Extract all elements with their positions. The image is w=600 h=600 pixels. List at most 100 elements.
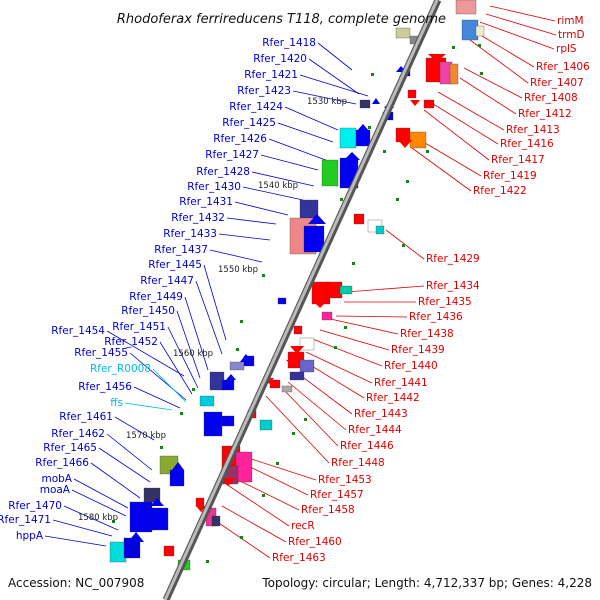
feature-marker [180, 412, 183, 415]
gene-label: Rfer_1412 [518, 108, 572, 120]
gene-label: Rfer_1465 [43, 442, 97, 454]
minus-arrow [290, 346, 304, 354]
gene-label: Rfer_1422 [473, 185, 527, 197]
leader-line [268, 138, 332, 163]
minus-feature [461, 19, 479, 41]
leader-line [167, 326, 199, 389]
minus-feature [163, 545, 175, 557]
leader-line [52, 519, 113, 537]
feature-marker [206, 560, 209, 563]
gene-label: rimM [557, 15, 584, 27]
gene-label: Rfer_1458 [301, 504, 355, 516]
gene-label: Rfer_1438 [400, 328, 454, 340]
plus-arrow [372, 98, 380, 104]
feature-marker [340, 198, 343, 201]
plus-feature [229, 361, 245, 371]
feature-marker [402, 244, 405, 247]
gene-label: Rfer_1470 [8, 500, 62, 512]
leader-line [309, 337, 383, 367]
leader-line [106, 433, 153, 471]
minus-feature [449, 63, 459, 85]
leader-line [308, 58, 360, 95]
leader-line [459, 77, 517, 115]
plus-arrow [150, 498, 164, 506]
leader-line [152, 368, 187, 403]
gene-label: Rfer_1421 [244, 69, 298, 81]
leader-line [411, 147, 472, 192]
gene-label: Rfer_1439 [391, 344, 445, 356]
gene-label: Rfer_1471 [0, 514, 51, 526]
gene-label: Rfer_1425 [222, 117, 276, 129]
minus-feature [211, 515, 221, 527]
leader-line [73, 478, 129, 509]
minus-feature [423, 99, 435, 109]
leader-line [429, 101, 499, 145]
plus-feature [203, 411, 223, 437]
leader-line [260, 154, 319, 171]
topology-text: Topology: circular; Length: 4,712,337 bp… [261, 576, 592, 590]
kbp-layer: 1530 kbp 1540 kbp 1550 kbp 1560 kbp 1570 kbp… [78, 97, 347, 523]
leader-line [195, 280, 223, 355]
gene-label: Rfer_1455 [74, 347, 128, 359]
leader-line [335, 315, 408, 318]
gene-label: Rfer_R0008 [90, 363, 151, 375]
minus-arrow [410, 100, 420, 106]
gene-label: Rfer_1418 [262, 37, 316, 49]
gene-label: Rfer_1442 [366, 392, 420, 404]
gene-label: ffs [110, 397, 123, 409]
feature-marker [240, 536, 243, 539]
minus-feature [195, 497, 205, 507]
leader-line [133, 386, 181, 409]
plus-feature [109, 541, 127, 563]
leader-line [317, 42, 353, 71]
gene-label: recR [291, 520, 315, 532]
minus-feature [321, 311, 333, 321]
leader-line [485, 13, 557, 36]
plus-feature [277, 297, 287, 305]
plus-feature [169, 469, 185, 487]
gene-label: Rfer_1426 [213, 133, 267, 145]
minus-feature [281, 385, 293, 393]
plus-arrow [226, 374, 236, 380]
plus-feature [339, 127, 357, 149]
features [109, 0, 485, 571]
minus-feature [235, 451, 253, 483]
gene-label: Rfer_1446 [340, 440, 394, 452]
feature-marker [262, 274, 265, 277]
plus-arrow [356, 124, 370, 132]
feature-marker [276, 462, 279, 465]
kbp-label: 1530 kbp [307, 97, 347, 107]
gene-label: Rfer_1462 [51, 428, 105, 440]
gene-label: Rfer_1456 [78, 381, 132, 393]
minus-feature [299, 337, 315, 351]
leader-line [203, 264, 227, 341]
leader-line [242, 186, 304, 201]
leader-line [234, 201, 289, 216]
plus-feature [221, 415, 235, 427]
gene-label: Rfer_1444 [348, 424, 402, 436]
minus-feature [259, 419, 273, 431]
leader-line [423, 109, 490, 161]
gene-label: Rfer_1454 [51, 325, 105, 337]
leader-line [241, 455, 317, 481]
gene-label: Rfer_1428 [196, 166, 250, 178]
feature-marker [480, 72, 483, 75]
gene-label: rplS [556, 43, 577, 55]
plus-arrow [172, 462, 184, 470]
feature-marker [478, 44, 481, 47]
feature-marker [240, 320, 243, 323]
map-title: Rhodoferax ferrireducens T118, complete … [117, 12, 446, 27]
plus-arrow [240, 354, 252, 362]
gene-label: Rfer_1440 [384, 360, 438, 372]
leader-line [218, 233, 271, 241]
gene-label: Rfer_1430 [187, 181, 241, 193]
gene-label: Rfer_1436 [409, 311, 463, 323]
leader-line [305, 351, 373, 384]
leader-line [419, 139, 482, 177]
leader-line [295, 371, 353, 415]
feature-marker [368, 126, 371, 129]
leader-line [345, 285, 425, 293]
minus-arrow [196, 506, 206, 512]
leader-line [292, 90, 357, 105]
